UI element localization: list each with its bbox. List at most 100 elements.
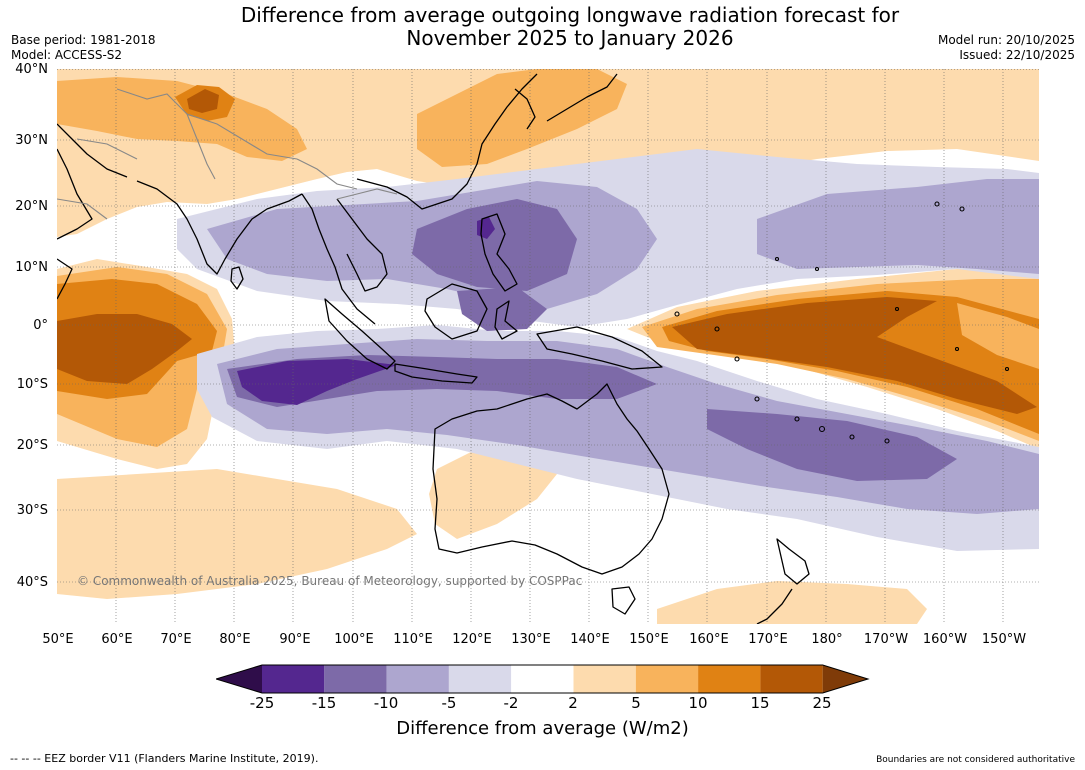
lat-label-0: 0° xyxy=(33,318,48,333)
colorbar-tick-5: 5 xyxy=(631,694,641,712)
meta-right: Model run: 20/10/2025 Issued: 22/10/2025 xyxy=(938,33,1075,63)
colorbar-tick-10: 10 xyxy=(688,694,708,712)
colorbar-tick-2: 2 xyxy=(568,694,578,712)
colorbar-tick-minus15: -15 xyxy=(311,694,337,712)
colorbar-bin-minus5-minus2 xyxy=(448,665,512,693)
colorbar-tick-25: 25 xyxy=(812,694,832,712)
lat-label-40n: 40°N xyxy=(15,62,48,77)
lon-label-120e: 120°E xyxy=(452,632,492,647)
lon-label-100e: 100°E xyxy=(334,632,374,647)
colorbar-tick-minus2: -2 xyxy=(503,694,519,712)
lon-label-130e: 130°E xyxy=(511,632,551,647)
contour-positive-pacific-east-dark xyxy=(957,303,1039,369)
lat-label-20n: 20°N xyxy=(15,199,48,214)
contour-positive-australia xyxy=(429,444,557,539)
colorbar-bin-2-5 xyxy=(573,665,636,693)
colorbar-bin-minus15-minus10 xyxy=(324,665,387,693)
contour-positive-indian-darkest xyxy=(57,314,192,384)
contour-negative-north-east-medium xyxy=(757,179,1039,274)
lon-label-90e: 90°E xyxy=(279,632,311,647)
lon-label-160w: 160°W xyxy=(922,632,968,647)
coast-korea xyxy=(514,88,536,130)
graticule xyxy=(57,69,1039,624)
coast-borneo xyxy=(424,283,488,340)
pacific-islands xyxy=(674,201,1010,444)
coast-java xyxy=(394,363,478,384)
colorbar-extend-low xyxy=(216,665,262,693)
coast-africa-horn xyxy=(57,258,73,300)
model-name: Model: ACCESS-S2 xyxy=(11,48,123,62)
meta-left: Base period: 1981-2018 Model: ACCESS-S2 xyxy=(11,33,156,63)
lon-label-170e: 170°E xyxy=(748,632,788,647)
coast-japan xyxy=(546,73,618,122)
coast-sumatra xyxy=(324,298,396,370)
title-line-2: November 2025 to January 2026 xyxy=(406,26,734,50)
coast-arabia-africa xyxy=(57,148,93,240)
colorbar-label: Difference from average (W/m2) xyxy=(396,718,689,739)
colorbar-bin-15-25 xyxy=(760,665,823,693)
olr-anomaly-map: © Commonwealth of Australia 2025, Bureau… xyxy=(57,69,1039,624)
lon-label-180: 180° xyxy=(811,632,843,647)
coast-sri-lanka xyxy=(230,266,244,290)
colorbar-bin-minus10-minus5 xyxy=(386,665,449,693)
contour-negative-philippines-dark xyxy=(412,199,577,291)
lat-label-30s: 30°S xyxy=(16,503,48,518)
contour-positive-pacific-darkest xyxy=(672,297,1037,414)
contour-positive-tibet-darkest xyxy=(187,89,219,113)
coast-new-zealand-south xyxy=(756,588,793,624)
lat-label-10s: 10°S xyxy=(16,377,48,392)
coast-australia xyxy=(432,383,670,575)
eez-border-note: -- -- -- EEZ border V11 (Flanders Marine… xyxy=(10,752,319,765)
coast-new-zealand-north xyxy=(776,538,810,585)
lon-label-150e: 150°E xyxy=(629,632,669,647)
contour-positive-north-light xyxy=(57,69,1039,237)
contour-negative-indian-darkest xyxy=(237,359,397,405)
boundaries-note: Boundaries are not considered authoritat… xyxy=(876,755,1075,765)
lat-label-30n: 30°N xyxy=(15,133,48,148)
map-title: Difference from average outgoing longwav… xyxy=(140,4,1000,50)
colorbar-tick-minus5: -5 xyxy=(441,694,457,712)
lat-label-40s: 40°S xyxy=(16,575,48,590)
colorbar-outline xyxy=(216,664,870,694)
lon-label-60e: 60°E xyxy=(101,632,133,647)
coast-sulawesi xyxy=(494,300,518,340)
lon-label-160e: 160°E xyxy=(689,632,729,647)
coast-arabian-peninsula xyxy=(57,123,128,178)
title-line-1: Difference from average outgoing longwav… xyxy=(240,3,900,27)
coast-philippines xyxy=(480,213,518,292)
lon-label-70e: 70°E xyxy=(160,632,192,647)
lon-label-170w: 170°W xyxy=(863,632,909,647)
lon-label-80e: 80°E xyxy=(219,632,251,647)
coast-tasmania xyxy=(611,586,636,615)
contour-positive-south-indian xyxy=(57,469,417,599)
coast-bay-of-bengal xyxy=(301,193,376,325)
copyright-watermark: © Commonwealth of Australia 2025, Bureau… xyxy=(77,574,582,588)
colorbar xyxy=(216,664,870,694)
coast-india xyxy=(136,180,303,275)
colorbar-tick-minus10: -10 xyxy=(373,694,399,712)
colorbar-tick-minus25: -25 xyxy=(249,694,275,712)
coast-south-china xyxy=(356,73,538,210)
lon-label-110e: 110°E xyxy=(393,632,433,647)
colorbar-bin-minus25-minus15 xyxy=(262,665,325,693)
lat-label-20s: 20°S xyxy=(16,438,48,453)
contour-positive-north-medium-east xyxy=(417,69,627,167)
lon-label-50e: 50°E xyxy=(42,632,74,647)
contour-negative-borneo-dark xyxy=(457,287,547,331)
contour-positive-south-pacific xyxy=(657,581,927,624)
coast-new-guinea xyxy=(536,326,663,370)
colorbar-bin-5-10 xyxy=(635,665,699,693)
lon-label-140e: 140°E xyxy=(570,632,610,647)
colorbar-tick-15: 15 xyxy=(750,694,770,712)
coastlines xyxy=(57,73,810,624)
colorbar-bin-minus2-2 xyxy=(511,665,574,693)
lat-label-10n: 10°N xyxy=(15,260,48,275)
lon-label-150w: 150°W xyxy=(981,632,1027,647)
base-period: Base period: 1981-2018 xyxy=(11,33,156,47)
country-borders xyxy=(57,88,398,220)
issued-date: Issued: 22/10/2025 xyxy=(959,48,1075,62)
coast-indochina xyxy=(336,198,388,292)
colorbar-extend-high xyxy=(822,665,868,693)
colorbar-bin-10-15 xyxy=(698,665,761,693)
model-run: Model run: 20/10/2025 xyxy=(937,33,1075,47)
